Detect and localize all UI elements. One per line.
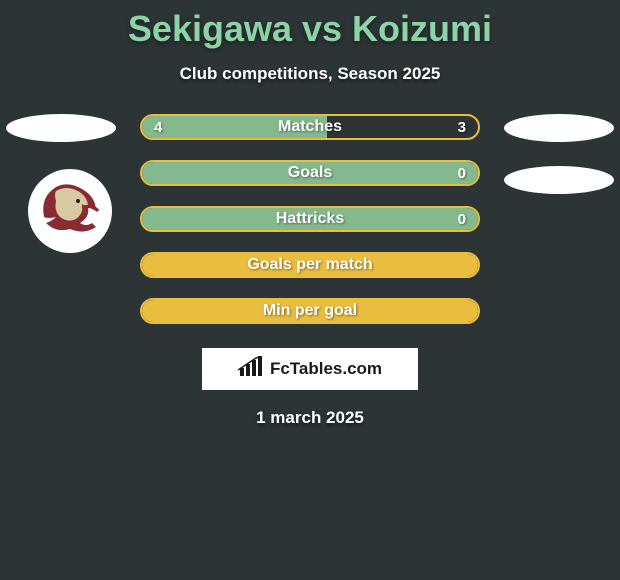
stat-label: Hattricks xyxy=(142,208,478,230)
decor-oval-left xyxy=(6,114,116,142)
decor-oval-right xyxy=(504,114,614,142)
stat-right-value: 0 xyxy=(458,208,466,230)
decor-oval-right-2 xyxy=(504,166,614,194)
stat-right-value: 0 xyxy=(458,162,466,184)
stat-bar-goals: Goals 0 xyxy=(140,160,480,186)
page-subtitle: Club competitions, Season 2025 xyxy=(0,64,620,84)
stat-label: Matches xyxy=(142,116,478,138)
coyote-icon xyxy=(38,177,102,246)
stat-bar-matches: 4 Matches 3 xyxy=(140,114,480,140)
stats-bars: 4 Matches 3 Goals 0 Hattricks 0 Goals pe… xyxy=(140,114,480,324)
branding-box[interactable]: FcTables.com xyxy=(202,348,418,390)
content-area: 4 Matches 3 Goals 0 Hattricks 0 Goals pe… xyxy=(0,114,620,428)
stat-label: Min per goal xyxy=(142,300,478,322)
footer-date: 1 march 2025 xyxy=(0,408,620,428)
branding-label: FcTables.com xyxy=(270,359,382,379)
barchart-icon xyxy=(238,356,264,383)
stat-bar-hattricks: Hattricks 0 xyxy=(140,206,480,232)
stat-label: Goals per match xyxy=(142,254,478,276)
team-logo xyxy=(28,169,112,253)
page-title: Sekigawa vs Koizumi xyxy=(0,0,620,50)
stat-bar-goals-per-match: Goals per match xyxy=(140,252,480,278)
stat-right-value: 3 xyxy=(458,116,466,138)
stat-bar-min-per-goal: Min per goal xyxy=(140,298,480,324)
stat-label: Goals xyxy=(142,162,478,184)
